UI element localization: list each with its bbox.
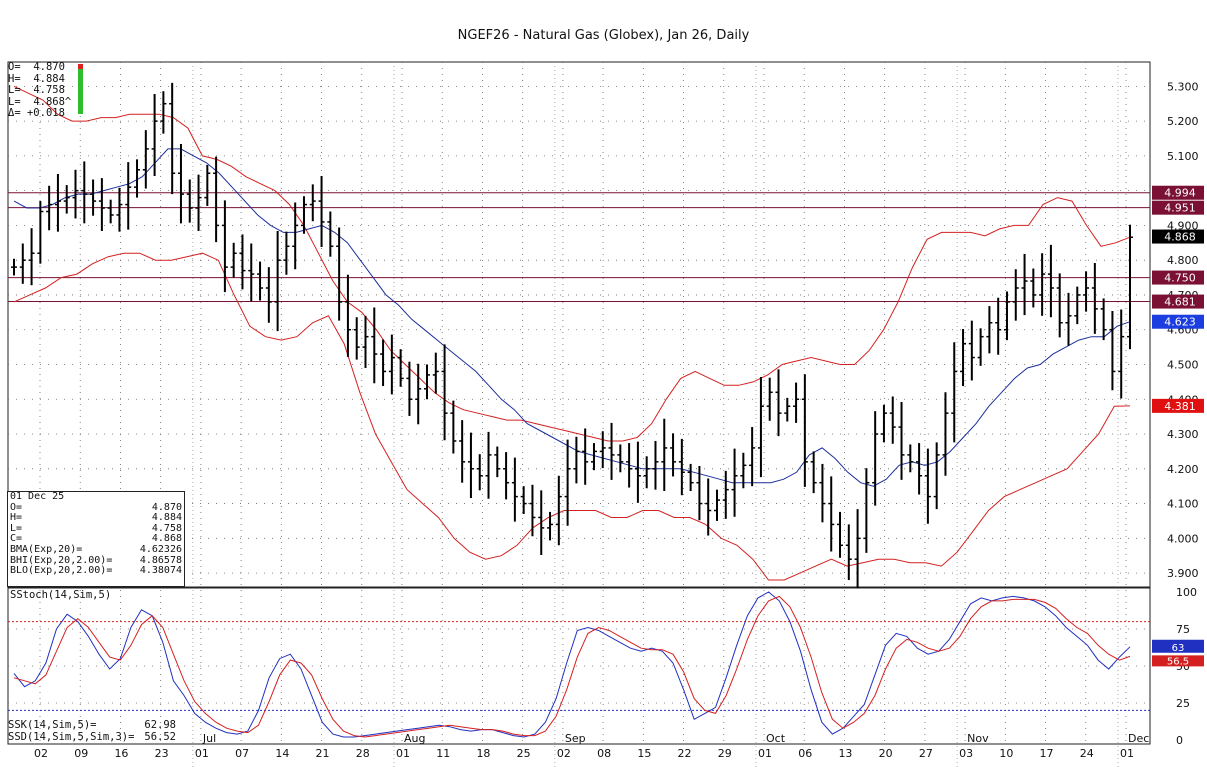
info-date: 01 Dec 25 — [10, 491, 65, 502]
price-tick-label: 4.300 — [1167, 428, 1199, 441]
price-tag-label: 4.623 — [1164, 316, 1196, 329]
x-tick-label: 22 — [678, 747, 692, 760]
x-tick-label: 15 — [637, 747, 651, 760]
x-tick-label: 02 — [34, 747, 48, 760]
x-tick-label: 25 — [517, 747, 531, 760]
price-tag-label: 4.994 — [1164, 187, 1196, 200]
info-row: H= 4.884 — [10, 512, 182, 524]
info-box: 01 Dec 25 O= 4.870 H= 4.884 L= 4.758 C= 4.86… — [7, 491, 185, 587]
x-tick-label: 01 — [195, 747, 209, 760]
price-tick-label: 4.500 — [1167, 358, 1199, 371]
stoch-tick-label: 100 — [1176, 586, 1197, 599]
x-tick-label: 11 — [436, 747, 450, 760]
month-label: Oct — [766, 732, 786, 745]
x-tick-label: 20 — [879, 747, 893, 760]
x-tick-label: 13 — [838, 747, 852, 760]
bollinger-upper-band — [13, 85, 1131, 442]
info-row: BHI(Exp,20,2.00)= 4.86578 — [10, 554, 182, 566]
moving-average-line — [13, 148, 1131, 487]
stoch-k-line — [13, 591, 1131, 738]
quote-high: H= 4.884 — [8, 72, 65, 85]
info-row: C= 4.868 — [10, 533, 182, 545]
price-tick-label: 4.900 — [1167, 219, 1199, 232]
x-tick-label: 01 — [1120, 747, 1134, 760]
stoch-tick-label: 75 — [1176, 623, 1190, 636]
x-tick-label: 03 — [959, 747, 973, 760]
stoch-k-tag-label: 63 — [1172, 643, 1185, 654]
x-tick-label: 28 — [356, 747, 370, 760]
ssk-readout: SSK(14,Sim,5)= 62.98 — [8, 719, 176, 731]
quote-low: L= 4.758 — [8, 84, 65, 96]
price-tick-label: 4.100 — [1167, 498, 1199, 511]
price-tick-label: 4.000 — [1167, 532, 1199, 545]
x-tick-label: 06 — [798, 747, 812, 760]
x-tick-label: 24 — [1080, 747, 1094, 760]
quote-box: O= 4.870 H= 4.884 L= 4.758 L= 4.868^ Δ= … — [8, 61, 72, 120]
info-row: L= 4.758 — [10, 522, 182, 534]
stoch-panel-title: SStoch(14,Sim,5) — [10, 589, 112, 601]
stoch-d-tag — [1152, 655, 1204, 667]
quote-change: Δ= +0.018 — [8, 107, 65, 119]
month-label: Dec — [1128, 732, 1149, 745]
quote-range-bar — [78, 64, 83, 114]
x-tick-label: 01 — [758, 747, 772, 760]
x-tick-label: 01 — [396, 747, 410, 760]
x-tick-label: 27 — [919, 747, 933, 760]
x-tick-label: 18 — [476, 747, 490, 760]
quote-range-marker — [78, 64, 83, 69]
x-tick-label: 21 — [316, 747, 330, 760]
stoch-d-tag-label: 56.5 — [1167, 656, 1189, 667]
ssd-readout: SSD(14,Sim,5,Sim,3)= 56.52 — [8, 731, 176, 743]
x-tick-label: 23 — [155, 747, 169, 760]
price-tag-label: 4.381 — [1164, 400, 1196, 413]
stoch-values: SSK(14,Sim,5)= 62.98 SSD(14,Sim,5,Sim,3)=… — [8, 719, 176, 743]
price-tag — [1152, 294, 1204, 309]
x-tick-label: 09 — [74, 747, 88, 760]
price-tag — [1152, 398, 1204, 413]
x-tick-label: 17 — [1040, 747, 1054, 760]
x-tick-label: 02 — [557, 747, 571, 760]
x-tick-label: 14 — [275, 747, 289, 760]
bollinger-lower-band — [13, 252, 1131, 581]
price-tag — [1152, 185, 1204, 200]
info-row: BLO(Exp,20,2.00)= 4.38074 — [10, 565, 182, 577]
price-tick-label: 3.900 — [1167, 567, 1199, 580]
chart-title: NGEF26 - Natural Gas (Globex), Jan 26, D… — [457, 28, 750, 43]
info-row: BMA(Exp,20)= 4.62326 — [10, 543, 182, 555]
month-label: Jul — [202, 732, 216, 745]
price-tick-label: 5.300 — [1167, 80, 1199, 93]
price-tag-label: 4.868 — [1164, 231, 1196, 244]
price-tag-label: 4.750 — [1164, 272, 1196, 285]
price-tick-label: 5.200 — [1167, 115, 1199, 128]
x-tick-label: 29 — [718, 747, 732, 760]
price-tag — [1152, 270, 1204, 285]
stoch-tick-label: 0 — [1176, 734, 1183, 747]
stoch-k-tag — [1152, 639, 1204, 653]
stoch-panel-frame — [7, 587, 1151, 745]
price-tag — [1152, 229, 1204, 244]
price-tick-label: 4.800 — [1167, 254, 1199, 267]
price-tick-label: 4.200 — [1167, 463, 1199, 476]
stoch-d-line — [13, 595, 1131, 738]
price-tag-label: 4.681 — [1164, 296, 1196, 309]
quote-open: O= 4.870 — [8, 61, 65, 73]
month-label: Aug — [404, 732, 425, 745]
x-tick-label: 08 — [597, 747, 611, 760]
x-tick-label: 10 — [999, 747, 1013, 760]
price-tick-label: 5.100 — [1167, 150, 1199, 163]
x-tick-label: 16 — [114, 747, 128, 760]
month-label: Sep — [565, 732, 586, 745]
month-label: Nov — [967, 732, 989, 745]
quote-last: L= 4.868^ — [8, 95, 72, 108]
stoch-tick-label: 25 — [1176, 697, 1190, 710]
price-tag — [1152, 200, 1204, 215]
info-row: O= 4.870 — [10, 501, 182, 513]
price-tag — [1152, 314, 1204, 329]
price-tag-label: 4.951 — [1164, 202, 1196, 215]
x-tick-label: 07 — [235, 747, 249, 760]
